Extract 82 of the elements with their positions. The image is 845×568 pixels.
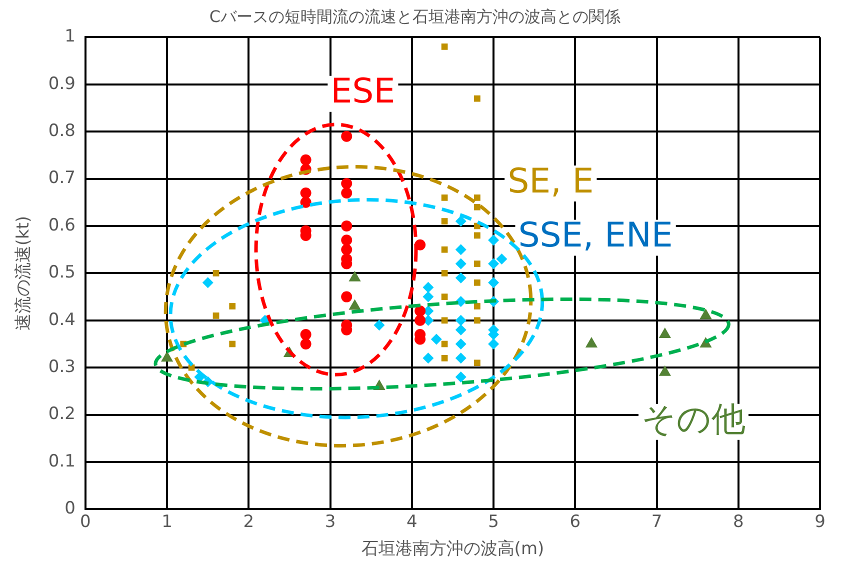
y-tick-label: 0.5: [48, 262, 76, 283]
point: [212, 270, 220, 276]
point: [474, 232, 480, 239]
point: [455, 338, 466, 350]
point: [229, 340, 236, 348]
point: [202, 277, 214, 288]
point: [474, 204, 480, 210]
point: [441, 294, 448, 300]
point: [455, 258, 466, 270]
point: [455, 244, 466, 256]
point: [455, 324, 466, 336]
x-tick-label: 8: [732, 512, 744, 532]
point: [341, 130, 352, 142]
point: [455, 314, 466, 326]
x-tick-label: 7: [651, 512, 662, 532]
point: [341, 291, 352, 302]
point: [488, 277, 500, 288]
point: [488, 258, 500, 270]
point: [441, 317, 448, 324]
point: [441, 270, 448, 276]
point: [474, 260, 480, 267]
point: [474, 194, 480, 201]
x-tick-label: 2: [243, 512, 254, 532]
y-tick-label: 1: [64, 26, 76, 47]
point: [455, 272, 466, 284]
y-tick-label: 0.4: [48, 310, 76, 330]
point: [441, 43, 448, 50]
point: [455, 352, 466, 364]
point: [229, 303, 236, 310]
x-tick-label: 9: [814, 512, 826, 532]
point: [474, 279, 480, 286]
y-tick-label: 0.9: [48, 74, 76, 94]
y-tick-label: 0.2: [48, 404, 76, 424]
point: [300, 154, 312, 166]
point: [441, 218, 448, 224]
point: [422, 291, 434, 302]
y-tick-label: 0.6: [48, 215, 76, 236]
point: [474, 360, 480, 366]
point: [341, 178, 352, 190]
y-tick-label: 0: [64, 498, 76, 519]
point: [455, 216, 466, 227]
point: [300, 196, 312, 208]
x-tick-label: 6: [570, 512, 581, 532]
point: [474, 303, 480, 310]
point: [341, 220, 352, 232]
point: [441, 354, 448, 362]
point: [441, 246, 448, 253]
y-tick-label: 0.8: [48, 121, 76, 142]
point: [474, 317, 480, 324]
x-tick-label: 1: [162, 512, 172, 532]
point: [341, 187, 352, 198]
point: [341, 244, 352, 256]
x-tick-label: 4: [406, 512, 418, 532]
series-label: SSE, ENE: [518, 216, 673, 256]
series-label: SE, E: [508, 161, 594, 202]
series-label: ESE: [330, 72, 396, 112]
series-label: その他: [641, 400, 746, 440]
point: [422, 352, 434, 364]
y-tick-label: 0.7: [48, 168, 76, 188]
point: [300, 187, 312, 198]
point: [496, 254, 508, 265]
point: [441, 194, 448, 201]
point: [300, 338, 312, 350]
y-tick-label: 0.3: [48, 357, 76, 378]
point: [422, 282, 434, 293]
x-tick-label: 3: [324, 512, 336, 532]
point: [474, 95, 480, 102]
point: [374, 320, 385, 331]
point: [212, 312, 220, 319]
y-axis-title: 速流の流速(kt): [14, 216, 34, 331]
point: [414, 314, 426, 326]
x-tick-label: 5: [488, 512, 499, 532]
point: [488, 338, 500, 350]
point: [488, 234, 500, 246]
x-axis-title: 石垣港南方沖の波高(m): [361, 539, 544, 560]
x-tick-label: 0: [80, 512, 91, 532]
point: [430, 334, 442, 345]
point: [341, 234, 352, 246]
point: [455, 372, 466, 383]
point: [300, 329, 312, 340]
y-tick-label: 0.1: [48, 451, 76, 472]
chart-title: Cバースの短時間流の流速と石垣港南方沖の波高との関係: [209, 6, 621, 26]
